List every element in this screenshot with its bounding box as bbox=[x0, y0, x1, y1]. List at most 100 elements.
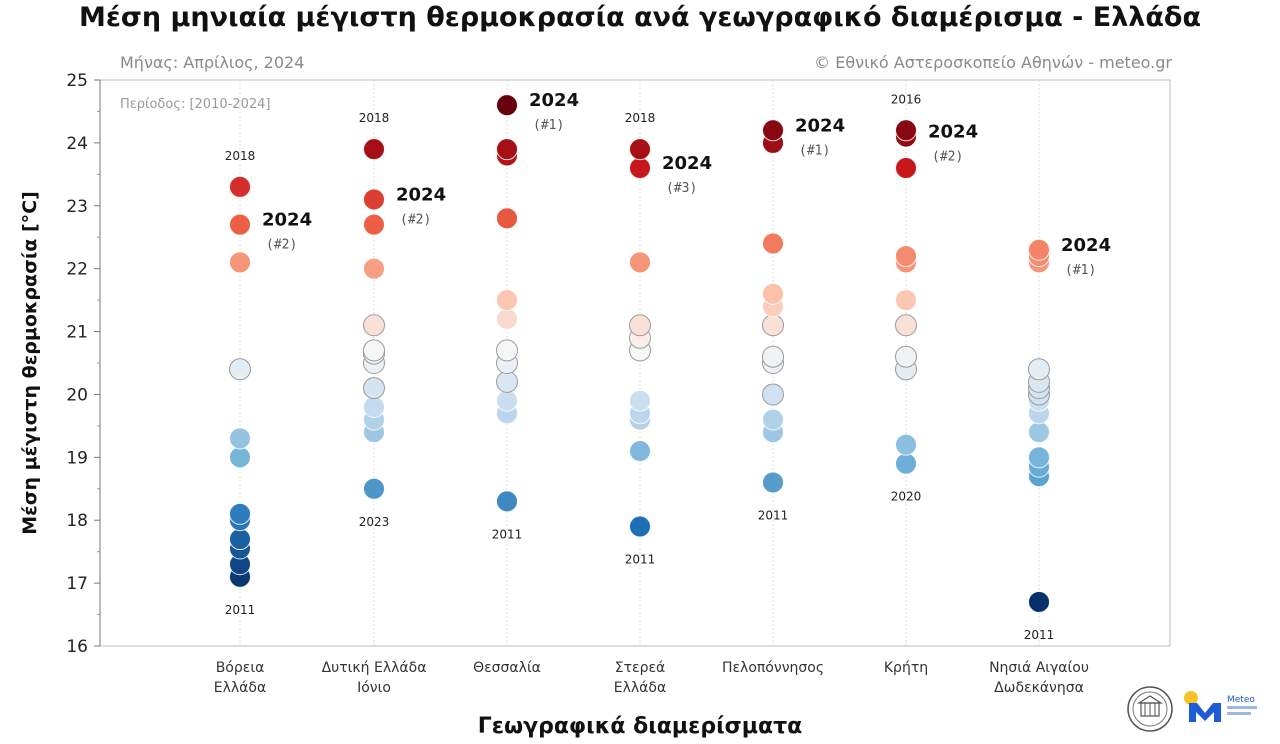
data-point bbox=[895, 119, 917, 142]
data-point bbox=[363, 314, 385, 337]
data-point bbox=[629, 515, 651, 538]
highlight-rank-label: (#3) bbox=[666, 181, 697, 196]
max-year-label: 2016 bbox=[891, 92, 922, 106]
data-point bbox=[496, 490, 518, 513]
data-point bbox=[629, 251, 651, 274]
month-subtitle: Μήνας: Απρίλιος, 2024 bbox=[120, 53, 304, 72]
min-year-label: 2011 bbox=[225, 603, 256, 617]
data-point bbox=[496, 94, 518, 117]
data-point bbox=[363, 138, 385, 161]
data-point bbox=[496, 339, 518, 362]
x-category-label: Θεσσαλία bbox=[473, 660, 541, 676]
min-year-label: 2011 bbox=[625, 553, 656, 567]
highlight-rank-label: (#1) bbox=[533, 118, 564, 133]
data-point bbox=[496, 389, 518, 412]
y-tick-label: 20 bbox=[66, 385, 88, 405]
data-point bbox=[895, 314, 917, 337]
observatory-seal-icon bbox=[1127, 686, 1173, 732]
x-category-label: Ελλάδα bbox=[614, 680, 666, 696]
data-point bbox=[363, 257, 385, 280]
x-category-label: Βόρεια bbox=[216, 660, 265, 676]
data-point bbox=[895, 245, 917, 268]
highlight-rank-label: (#2) bbox=[266, 238, 297, 253]
data-point bbox=[229, 528, 251, 551]
x-category-label: Στερεά bbox=[615, 660, 666, 676]
y-tick-label: 19 bbox=[66, 448, 88, 468]
data-point bbox=[363, 339, 385, 362]
meteo-logo-icon: Meteo bbox=[1184, 691, 1257, 722]
data-point bbox=[363, 188, 385, 211]
y-tick-label: 21 bbox=[66, 323, 88, 343]
data-point bbox=[363, 396, 385, 419]
data-point bbox=[1028, 238, 1050, 261]
x-category-label: Δυτική Ελλάδα bbox=[322, 660, 427, 676]
max-year-label: 2018 bbox=[625, 111, 656, 125]
data-point bbox=[629, 440, 651, 463]
data-point bbox=[895, 452, 917, 475]
data-point bbox=[895, 345, 917, 368]
data-point bbox=[1028, 421, 1050, 444]
data-point bbox=[496, 307, 518, 330]
x-axis: Βόρεια Ελλάδα Δυτική Ελλάδα Ιόνιο Θεσσαλία Στ… bbox=[214, 660, 1089, 696]
y-tick-label: 18 bbox=[66, 511, 88, 531]
meteo-logo-text: Meteo bbox=[1227, 695, 1255, 705]
y-axis-title: Μέση μέγιστη θερμοκρασία [°C] bbox=[19, 191, 41, 534]
highlight-year-label: 2024 bbox=[928, 122, 978, 143]
data-point bbox=[762, 282, 784, 305]
x-category-label: Νησιά Αιγαίου bbox=[989, 660, 1089, 676]
period-label: Περίοδος: [2010-2024] bbox=[120, 97, 270, 112]
data-point bbox=[1028, 590, 1050, 613]
x-category-label: Δωδεκάνησα bbox=[994, 680, 1084, 696]
data-point bbox=[363, 213, 385, 236]
data-point bbox=[363, 377, 385, 400]
data-point bbox=[229, 502, 251, 525]
data-point bbox=[229, 213, 251, 236]
data-point bbox=[629, 389, 651, 412]
data-point bbox=[895, 433, 917, 456]
data-point bbox=[496, 289, 518, 312]
x-category-label: Ελλάδα bbox=[214, 680, 266, 696]
y-tick-label: 17 bbox=[66, 574, 88, 594]
y-tick-label: 24 bbox=[66, 134, 88, 154]
y-tick-label: 16 bbox=[66, 637, 88, 657]
data-point bbox=[895, 157, 917, 180]
max-year-label: 2018 bbox=[225, 149, 256, 163]
x-category-label: Κρήτη bbox=[884, 660, 928, 676]
annotations: 2024 (#2) 2018 2011 2024 (#2) 2018 2023 2024 (#1)… bbox=[225, 90, 1111, 642]
x-axis-title: Γεωγραφικά διαμερίσματα bbox=[478, 714, 803, 739]
data-point bbox=[1028, 358, 1050, 381]
data-point bbox=[629, 157, 651, 180]
data-point bbox=[229, 175, 251, 198]
min-year-label: 2011 bbox=[758, 508, 789, 522]
highlight-year-label: 2024 bbox=[262, 210, 312, 231]
data-point bbox=[762, 232, 784, 255]
x-category-label: Ιόνιο bbox=[357, 680, 391, 696]
data-point bbox=[496, 370, 518, 393]
data-points bbox=[229, 94, 1050, 613]
copyright-subtitle: © Εθνικό Αστεροσκοπείο Αθηνών - meteo.gr bbox=[814, 53, 1172, 72]
x-category-label: Πελοπόννησος bbox=[722, 660, 824, 676]
highlight-rank-label: (#1) bbox=[799, 143, 830, 158]
data-point bbox=[762, 408, 784, 431]
highlight-rank-label: (#2) bbox=[932, 150, 963, 165]
min-year-label: 2011 bbox=[1024, 628, 1055, 642]
y-tick-label: 25 bbox=[66, 71, 88, 91]
highlight-rank-label: (#2) bbox=[400, 212, 431, 227]
data-point bbox=[762, 471, 784, 494]
data-point bbox=[229, 446, 251, 469]
data-point bbox=[629, 314, 651, 337]
y-tick-label: 23 bbox=[66, 197, 88, 217]
data-point bbox=[496, 207, 518, 230]
min-year-label: 2023 bbox=[359, 515, 390, 529]
data-point bbox=[496, 138, 518, 161]
data-point bbox=[229, 251, 251, 274]
max-year-label: 2018 bbox=[359, 111, 390, 125]
data-point bbox=[762, 314, 784, 337]
chart-title: Μέση μηνιαία μέγιστη θερμοκρασία ανά γεω… bbox=[78, 2, 1202, 33]
data-point bbox=[229, 427, 251, 450]
data-point bbox=[762, 383, 784, 406]
highlight-rank-label: (#1) bbox=[1065, 263, 1096, 278]
data-point bbox=[762, 345, 784, 368]
data-point bbox=[895, 289, 917, 312]
